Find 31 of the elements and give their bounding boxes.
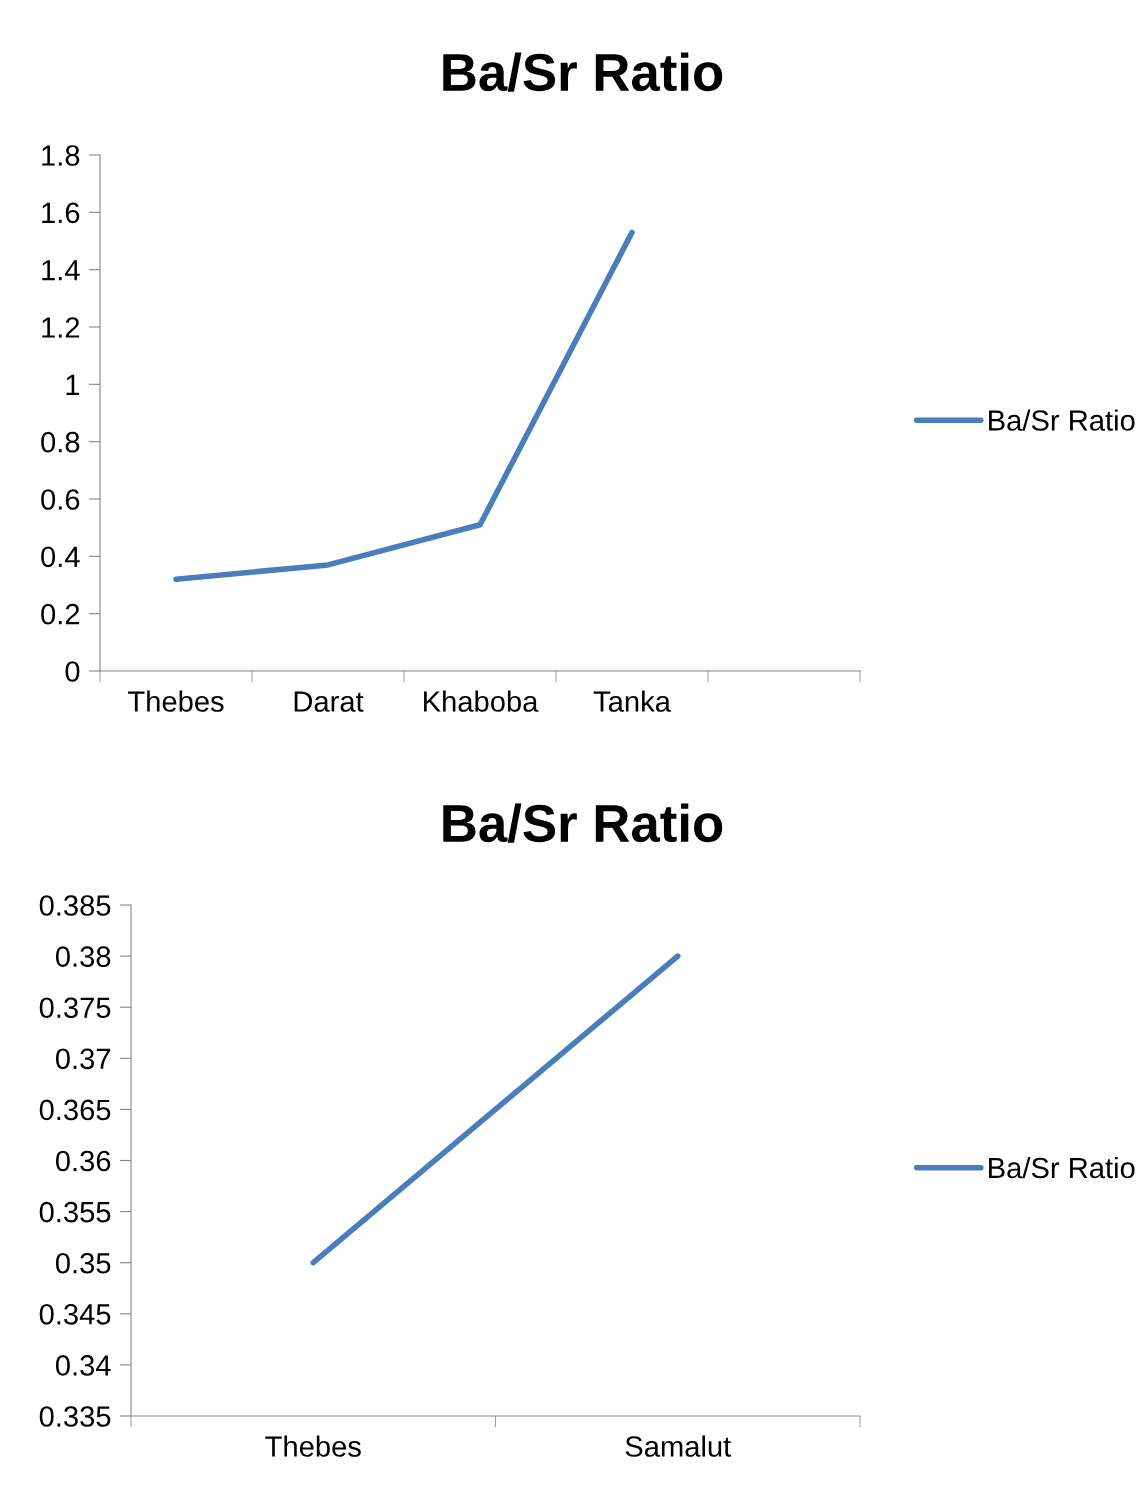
y-tick-label: 0.355: [39, 1201, 111, 1223]
x-tick-label: Thebes: [128, 690, 224, 712]
y-tick-label: 0.4: [41, 546, 80, 568]
y-tick-label: 1.8: [42, 145, 80, 166]
y-tick-label: 1.2: [42, 317, 80, 338]
y-tick-label: 0.38: [55, 946, 111, 967]
y-tick-label: 0.8: [41, 431, 80, 453]
legend-label: Ba/Sr Ratio: [989, 409, 1135, 431]
y-tick-label: 0: [65, 661, 80, 682]
legend-label: Ba/Sr Ratio: [989, 1156, 1135, 1179]
y-tick-label: 1.6: [42, 202, 80, 224]
y-tick-label: 0.335: [39, 1406, 111, 1427]
y-tick-label: 0.385: [39, 895, 111, 916]
x-tick-label: Samalut: [625, 1435, 732, 1457]
chart-title: Ba/Sr Ratio: [443, 803, 723, 843]
y-tick-label: 0.2: [41, 603, 80, 625]
y-tick-label: 0.365: [39, 1099, 111, 1121]
y-tick-label: 0.35: [55, 1252, 111, 1274]
y-tick-label: 0.375: [39, 997, 111, 1019]
x-tick-label: Thebes: [265, 1435, 361, 1457]
y-tick-label: 0.36: [55, 1150, 111, 1172]
y-tick-label: 0.37: [55, 1048, 111, 1070]
y-tick-label: 0.34: [55, 1355, 111, 1376]
y-tick-label: 0.6: [41, 489, 80, 510]
x-tick-label: Darat: [294, 691, 364, 712]
y-tick-label: 1: [66, 374, 80, 395]
chart-title: Ba/Sr Ratio: [443, 52, 723, 92]
y-tick-label: 0.345: [39, 1304, 111, 1325]
y-tick-label: 1.4: [42, 260, 80, 281]
x-tick-label: Tanka: [593, 690, 671, 712]
x-tick-label: Khaboba: [424, 690, 539, 712]
